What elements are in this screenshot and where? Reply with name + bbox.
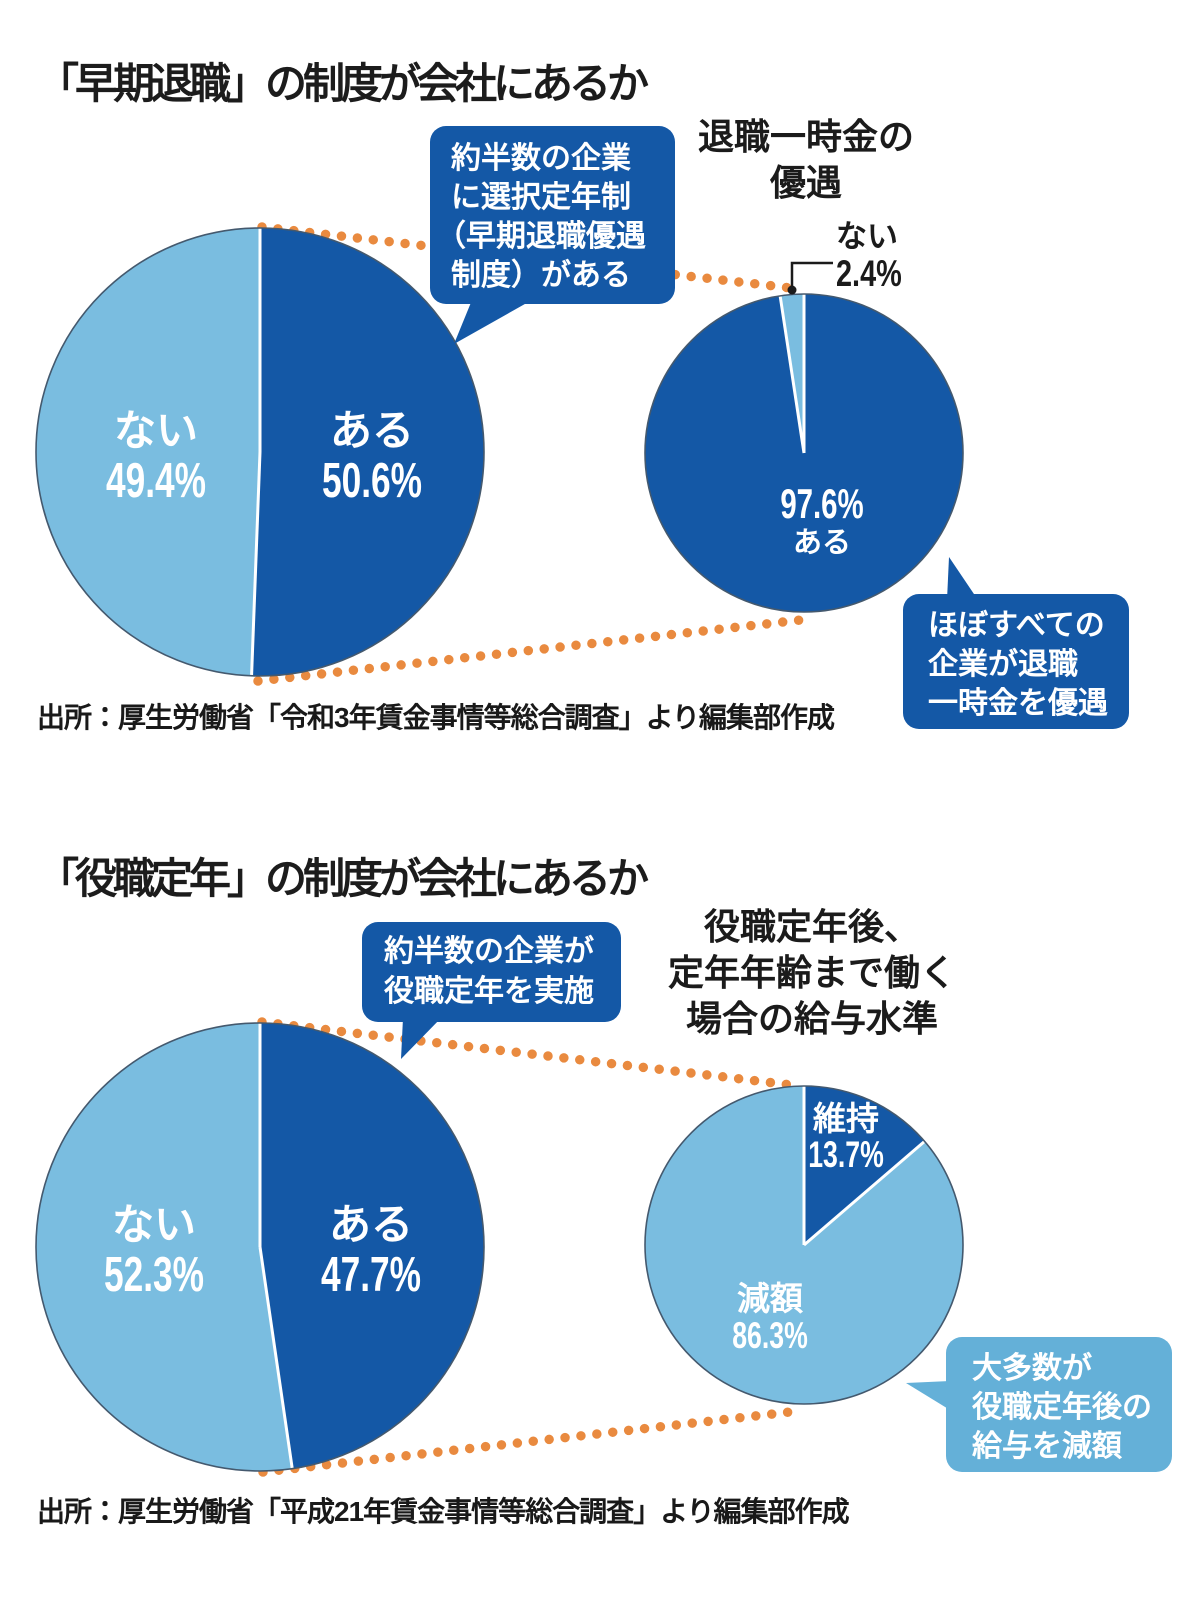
bubble3-line1: 約半数の企業が: [384, 935, 594, 968]
bubble4-line3: 給与を減額: [972, 1430, 1122, 1463]
pie1-nai-text: ない: [113, 407, 198, 454]
section2-title: 「役職定年」の制度が会社にあるか: [37, 857, 649, 903]
pie-slice-ある: [260, 1023, 485, 1469]
pie2-nai-text: ない: [111, 1201, 196, 1248]
bubble-annotation-1: 約半数の企業 に選択定年制 （早期退職優遇 制度）がある: [430, 126, 675, 304]
pie-sub-lump-sum: [644, 293, 964, 613]
bubble-annotation-4: 大多数が役職定年後の 給与を減額: [946, 1337, 1172, 1472]
pie-sub1-aru-pct: 97.6%: [780, 480, 864, 527]
bubble-annotation-2: ほぼすべての 企業が退職一時金を優遇: [903, 594, 1129, 729]
pie-sub1-aru-label: 97.6% ある: [722, 480, 922, 562]
pie-outline: [35, 1022, 485, 1472]
nai-callout-line: [790, 261, 833, 289]
pie-sub2-title: 役職定年後、 定年年齢まで働く 場合の給与水準: [667, 906, 956, 1039]
pie1-aru-text: ある: [329, 407, 414, 454]
pie-outline: [35, 227, 485, 677]
pie1-nai-pct: 49.4%: [105, 454, 207, 508]
pie-sub2-gengaku-text: 減額: [737, 1280, 803, 1317]
pie2-aru-pct: 47.7%: [320, 1248, 422, 1302]
bubble2-line3: 一時金を優遇: [928, 687, 1108, 720]
slice-separator: [250, 451, 262, 676]
bubble1-line3: （早期退職優遇: [436, 220, 646, 253]
bubble-annotation-3: 約半数の企業が 役職定年を実施: [362, 922, 621, 1022]
pie-slice-ない: [35, 228, 260, 676]
pie-sub2-iji-label: 維持 13.7%: [776, 1100, 916, 1175]
pie-sub1-nai-pct: 2.4%: [836, 253, 902, 294]
slice-separator: [258, 1246, 294, 1469]
pie2-slice-label-nai: ない 52.3%: [44, 1200, 264, 1300]
pie1-slice-label-nai: ない 49.4%: [46, 406, 266, 506]
pie2-nai-pct: 52.3%: [103, 1248, 205, 1302]
pie-sub1-nai-label: ない 2.4%: [836, 219, 920, 294]
pie-sub2-gengaku-label: 減額 86.3%: [680, 1280, 860, 1355]
bubble4-line2: 役職定年後の: [972, 1391, 1152, 1424]
bubble1-line1: 約半数の企業: [451, 142, 631, 175]
section1-source: 出所：厚生労働省「令和3年賃金事情等総合調査」より編集部作成: [37, 702, 835, 733]
pie-sub2-iji-pct: 13.7%: [808, 1134, 884, 1175]
pie1-aru-pct: 50.6%: [321, 454, 423, 508]
pie-sub1-nai-text: ない: [836, 219, 898, 254]
pie2-slice-label-aru: ある 47.7%: [261, 1200, 481, 1300]
pie-slice-ない: [36, 1023, 293, 1471]
pie-slice-維持: [804, 1086, 925, 1245]
pie-main-early-retirement: [35, 227, 485, 677]
bubble2-line2: 企業が退職: [928, 648, 1078, 681]
pie1-slice-label-aru: ある 50.6%: [262, 406, 482, 506]
bubble2-line1: ほぼすべての: [928, 609, 1105, 642]
pie2-aru-text: ある: [328, 1201, 413, 1248]
pie-sub2-gengaku-pct: 86.3%: [732, 1315, 808, 1356]
pie-sub2-iji-text: 維持: [813, 1100, 879, 1137]
section1-title: 「早期退職」の制度が会社にあるか: [37, 62, 649, 108]
pie-sub1-aru-text: ある: [792, 527, 851, 559]
pie-outline: [644, 1085, 964, 1405]
slice-separator: [803, 1140, 926, 1247]
bubble4-line1: 大多数が: [972, 1352, 1092, 1385]
pie-main-managerial-retirement: [35, 1022, 485, 1472]
section2-source: 出所：厚生労働省「平成21年賃金事情等総合調査」より編集部作成: [37, 1496, 850, 1527]
pie-slice-ある: [251, 228, 484, 676]
pie-sub1-title: 退職一時金の 優遇: [697, 116, 914, 203]
bubble1-line4: 制度）がある: [451, 259, 631, 292]
bubble3-line2: 役職定年を実施: [384, 975, 594, 1008]
slice-separator: [778, 295, 806, 454]
pie-sub-salary-level: [644, 1085, 964, 1405]
bubble1-line2: に選択定年制: [451, 181, 631, 214]
pie-outline: [644, 293, 964, 613]
